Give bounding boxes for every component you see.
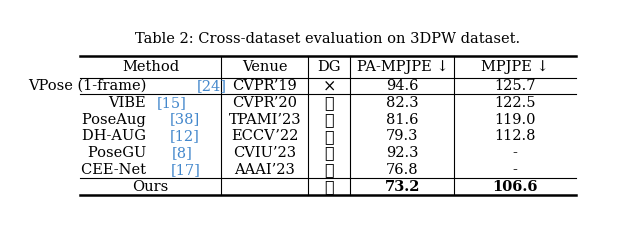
Text: PoseGU: PoseGU (88, 146, 150, 160)
Text: 112.8: 112.8 (495, 129, 536, 143)
Text: DG: DG (317, 60, 341, 74)
Text: 73.2: 73.2 (385, 180, 420, 194)
Text: -: - (513, 146, 518, 160)
Text: [8]: [8] (172, 146, 193, 160)
Text: VIBE: VIBE (108, 96, 150, 110)
Text: ✓: ✓ (324, 178, 334, 195)
Text: [38]: [38] (170, 113, 200, 127)
Text: MPJPE ↓: MPJPE ↓ (481, 60, 549, 74)
Text: 79.3: 79.3 (386, 129, 419, 143)
Text: Table 2: Cross-dataset evaluation on 3DPW dataset.: Table 2: Cross-dataset evaluation on 3DP… (136, 32, 520, 47)
Text: CVPR’20: CVPR’20 (232, 96, 297, 110)
Text: [12]: [12] (170, 129, 200, 143)
Text: -: - (513, 163, 518, 177)
Text: 119.0: 119.0 (495, 113, 536, 127)
Text: 92.3: 92.3 (386, 146, 419, 160)
Text: Method: Method (122, 60, 179, 74)
Text: 81.6: 81.6 (386, 113, 419, 127)
Text: PA-MPJPE ↓: PA-MPJPE ↓ (356, 60, 448, 74)
Text: 125.7: 125.7 (495, 79, 536, 93)
Text: ✓: ✓ (324, 128, 334, 145)
Text: ECCV’22: ECCV’22 (231, 129, 298, 143)
Text: 94.6: 94.6 (386, 79, 419, 93)
Text: [15]: [15] (157, 96, 187, 110)
Text: ✓: ✓ (324, 111, 334, 128)
Text: CVIU’23: CVIU’23 (233, 146, 296, 160)
Text: 106.6: 106.6 (493, 180, 538, 194)
Text: DH-AUG: DH-AUG (82, 129, 150, 143)
Text: Ours: Ours (132, 180, 169, 194)
Text: ×: × (323, 77, 336, 94)
Text: ✓: ✓ (324, 161, 334, 178)
Text: AAAI’23: AAAI’23 (234, 163, 295, 177)
Text: TPAMI’23: TPAMI’23 (228, 113, 301, 127)
Text: 76.8: 76.8 (386, 163, 419, 177)
Text: ✓: ✓ (324, 145, 334, 162)
Text: CVPR’19: CVPR’19 (232, 79, 297, 93)
Text: 122.5: 122.5 (495, 96, 536, 110)
Text: 82.3: 82.3 (386, 96, 419, 110)
Text: VPose (1-frame): VPose (1-frame) (28, 79, 150, 93)
Text: Venue: Venue (242, 60, 287, 74)
Text: CEE-Net: CEE-Net (81, 163, 150, 177)
Text: [24]: [24] (197, 79, 227, 93)
Text: [17]: [17] (170, 163, 200, 177)
Text: PoseAug: PoseAug (83, 113, 150, 127)
Text: ✓: ✓ (324, 94, 334, 111)
